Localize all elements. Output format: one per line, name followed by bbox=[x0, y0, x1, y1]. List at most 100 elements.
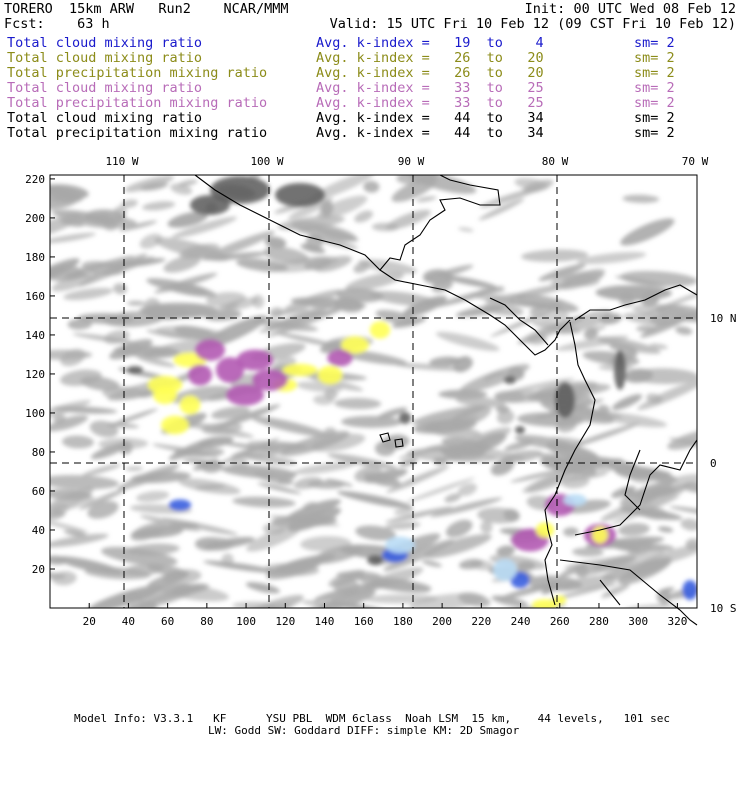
coastline bbox=[379, 432, 404, 448]
dense-cloud bbox=[127, 366, 143, 374]
light-blue-core bbox=[493, 559, 517, 581]
cloud-streak bbox=[89, 420, 119, 438]
cloud-streak bbox=[587, 465, 611, 473]
cloud-streak bbox=[442, 447, 465, 459]
cloud-streak bbox=[106, 422, 140, 429]
cloud-streak bbox=[596, 336, 661, 354]
cloud-streak bbox=[125, 590, 140, 601]
cloud-streak bbox=[355, 525, 396, 541]
dense-cloud bbox=[275, 183, 325, 207]
cloud-streak bbox=[637, 377, 697, 411]
cloud-streak bbox=[431, 279, 453, 293]
lat-lon-grid bbox=[50, 175, 697, 608]
cloud-streak bbox=[514, 178, 549, 191]
legend-name: Total cloud mixing ratio bbox=[7, 50, 203, 66]
cloud-streak bbox=[667, 429, 697, 450]
yellow-core bbox=[282, 363, 318, 377]
cloud-streak bbox=[495, 405, 510, 414]
purple-core bbox=[194, 339, 226, 361]
cloud-streak bbox=[563, 527, 579, 537]
legend-smoothing: sm= 2 bbox=[634, 35, 675, 51]
coastline bbox=[574, 284, 698, 321]
cloud-streak bbox=[50, 184, 89, 199]
cloud-streak bbox=[435, 331, 500, 352]
cloud-streak bbox=[72, 333, 141, 345]
coastline bbox=[574, 439, 698, 536]
cloud-streak bbox=[64, 496, 96, 510]
cloud-streak bbox=[640, 311, 696, 338]
cloud-streak bbox=[477, 507, 520, 524]
cloud-streak bbox=[50, 474, 119, 490]
cloud-streak bbox=[154, 272, 218, 294]
x-tick-label: 220 bbox=[471, 615, 491, 628]
latitude-label: 0 bbox=[710, 457, 717, 470]
cloud-streak bbox=[375, 309, 416, 325]
cloud-streak bbox=[494, 390, 526, 403]
cloud-streak bbox=[545, 442, 600, 461]
coastline bbox=[624, 449, 641, 511]
cloud-streak bbox=[269, 307, 284, 318]
cloud-streak bbox=[63, 530, 87, 537]
cloud-streak bbox=[423, 534, 492, 559]
light-blue-core bbox=[385, 536, 415, 554]
cloud-streak bbox=[113, 283, 128, 295]
legend-smoothing: sm= 2 bbox=[634, 110, 675, 126]
cloud-streak bbox=[491, 595, 529, 607]
cloud-streak bbox=[675, 326, 693, 335]
purple-core bbox=[225, 384, 265, 406]
cloud-streak bbox=[109, 339, 153, 360]
y-tick-label: 80 bbox=[32, 446, 45, 459]
x-tick-label: 80 bbox=[200, 615, 213, 628]
cloud-streak bbox=[221, 553, 234, 566]
x-tick-label: 20 bbox=[83, 615, 96, 628]
yellow-core bbox=[152, 385, 178, 405]
map-panel: 20 40 60 80 100 120 140 160 180 200 220 240 260 280 30… bbox=[25, 155, 736, 735]
cloud-streak bbox=[315, 227, 359, 242]
cloud-streak bbox=[657, 526, 674, 533]
cloud-streak bbox=[275, 332, 340, 348]
cloud-streak bbox=[490, 308, 555, 338]
cloud-streak bbox=[174, 446, 225, 458]
cloud-streak bbox=[336, 571, 382, 580]
purple-core bbox=[215, 357, 245, 383]
cloud-streak bbox=[218, 441, 281, 452]
x-tick-label: 200 bbox=[432, 615, 452, 628]
cloud-streak bbox=[251, 416, 329, 437]
cloud-streak bbox=[430, 286, 505, 308]
coastline bbox=[599, 579, 621, 606]
cloud-streak bbox=[526, 468, 585, 493]
cloud-streak bbox=[79, 488, 127, 510]
cloud-streak bbox=[67, 318, 93, 330]
cloud-streak bbox=[327, 453, 397, 470]
longitude-label: 70 W bbox=[682, 155, 709, 168]
cloud-streak bbox=[386, 465, 450, 493]
cloud-streak bbox=[51, 571, 77, 586]
light-blue-core bbox=[563, 493, 587, 507]
cloud-streak bbox=[455, 396, 506, 408]
cloud-streak bbox=[408, 175, 477, 194]
legend-kindex: Avg. k-index = 44 to 34 bbox=[316, 125, 544, 141]
cloud-streak bbox=[611, 542, 674, 551]
cloud-streak bbox=[87, 585, 163, 608]
cloud-streak bbox=[611, 394, 643, 411]
cloud-streak bbox=[50, 400, 91, 422]
cloud-streak bbox=[50, 533, 109, 548]
y-tick-label: 40 bbox=[32, 524, 45, 537]
purple-core bbox=[236, 349, 274, 371]
cloud-streak bbox=[572, 547, 604, 557]
coastline bbox=[379, 269, 571, 356]
y-tick-label: 60 bbox=[32, 485, 45, 498]
cloud-streak bbox=[144, 298, 160, 311]
dense-cloud bbox=[367, 555, 383, 565]
cloud-streak bbox=[354, 210, 373, 223]
y-tick-label: 140 bbox=[25, 329, 45, 342]
legend-kindex: Avg. k-index = 26 to 20 bbox=[316, 50, 544, 66]
cloud-streak bbox=[334, 398, 382, 410]
longitude-label: 110 W bbox=[105, 155, 138, 168]
cloud-streak bbox=[531, 320, 581, 334]
coastline bbox=[489, 297, 549, 346]
blue-core bbox=[686, 716, 703, 735]
cloud-streak bbox=[353, 261, 370, 274]
cloud-streak bbox=[236, 258, 288, 272]
x-tick-label: 100 bbox=[236, 615, 256, 628]
